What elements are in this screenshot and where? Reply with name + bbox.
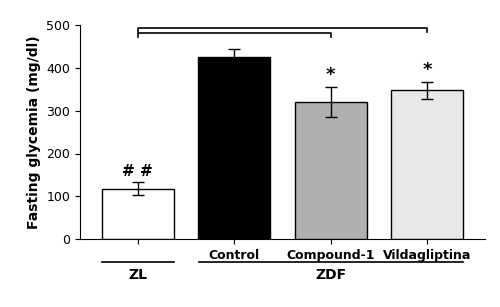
Bar xyxy=(198,57,270,239)
Text: *: * xyxy=(326,66,336,84)
Bar xyxy=(102,189,174,239)
Bar xyxy=(391,90,464,239)
Text: *: * xyxy=(422,61,432,79)
Text: ZL: ZL xyxy=(128,268,148,282)
Text: ZDF: ZDF xyxy=(315,268,346,282)
Bar xyxy=(294,102,367,239)
Y-axis label: Fasting glycemia (mg/dl): Fasting glycemia (mg/dl) xyxy=(26,35,40,229)
Text: # #: # # xyxy=(122,164,153,179)
